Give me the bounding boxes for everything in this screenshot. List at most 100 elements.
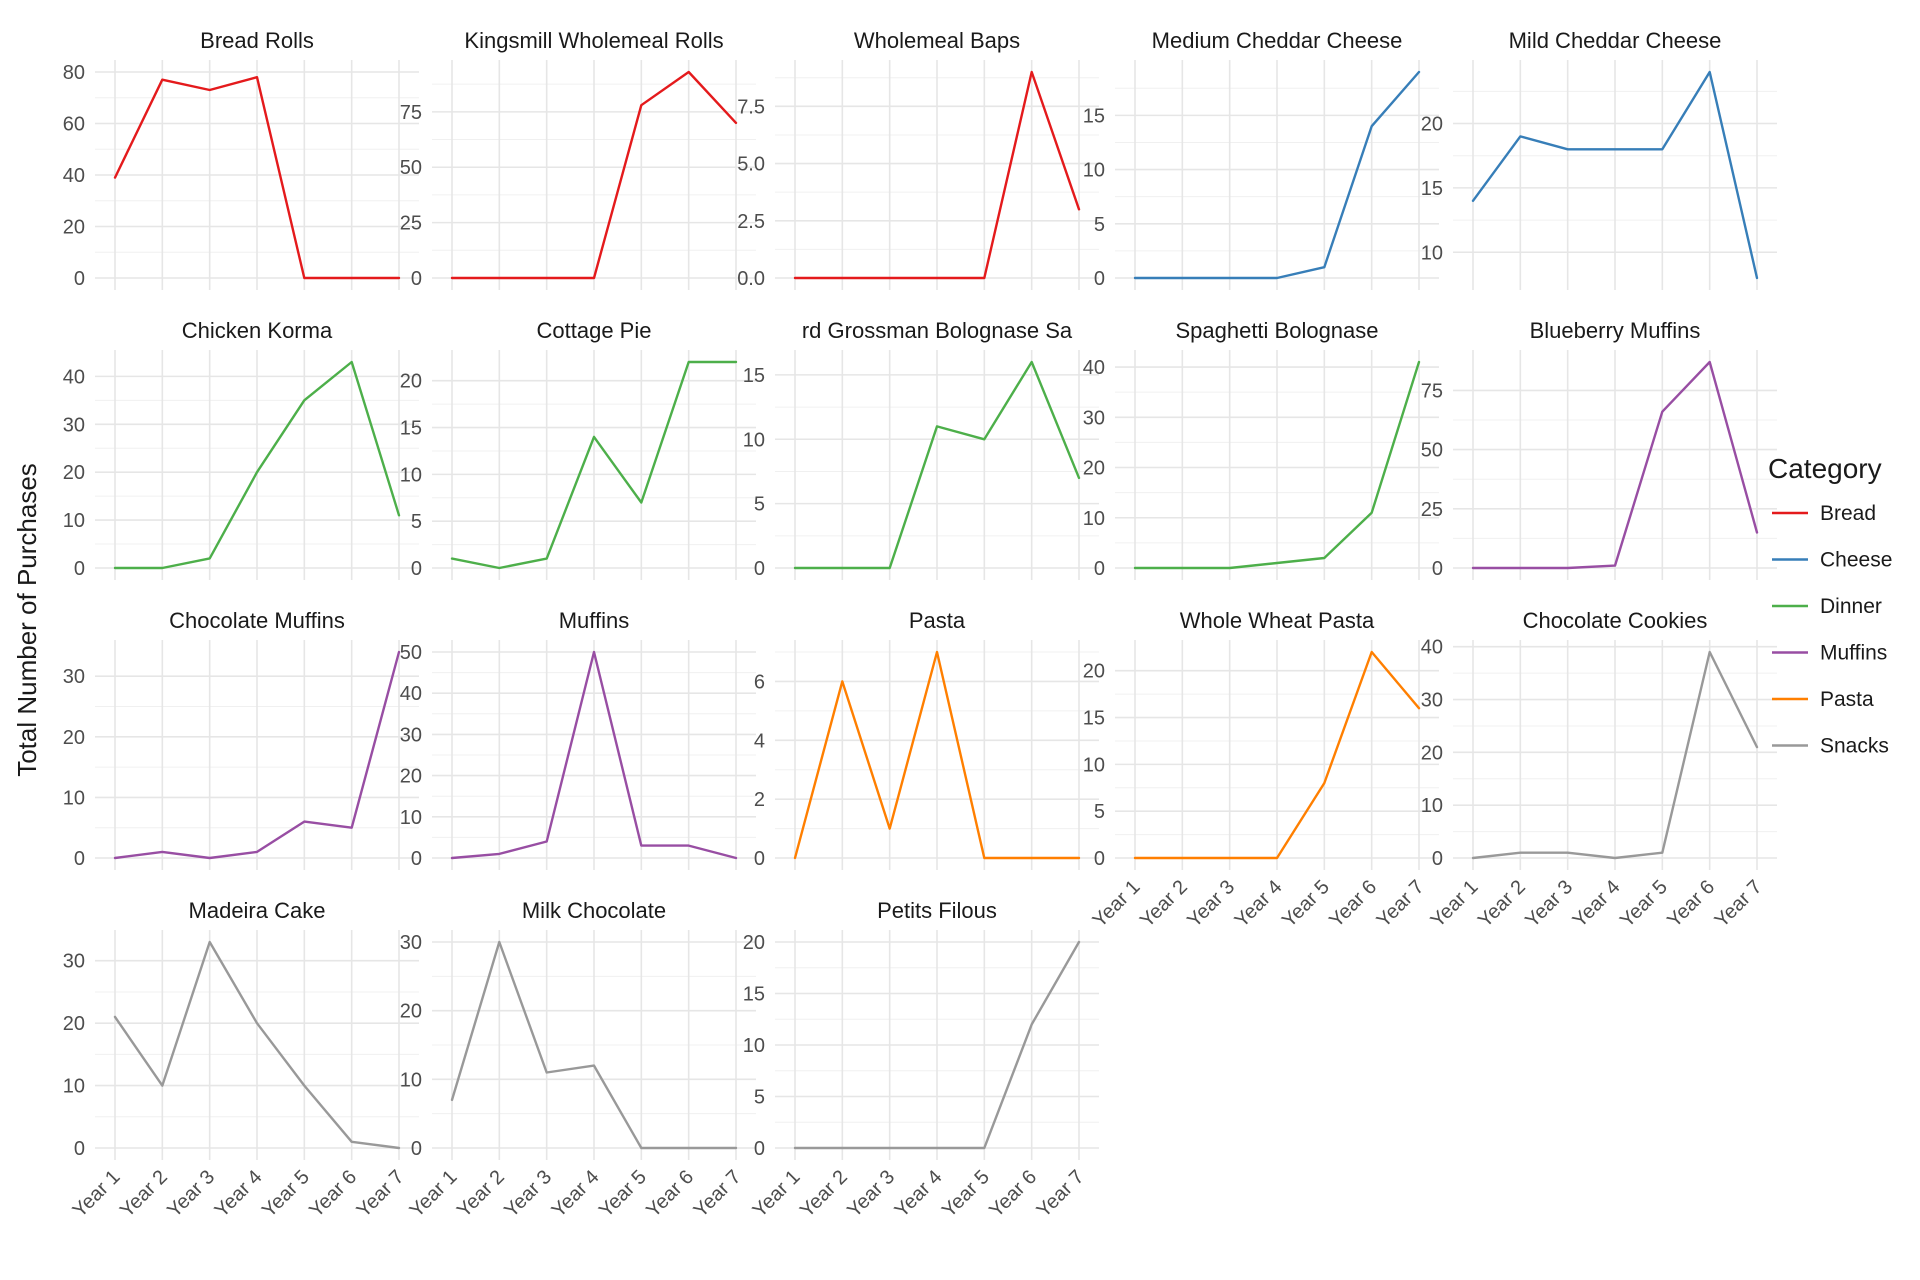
- y-tick-label: 5: [411, 511, 422, 533]
- y-tick-label: 60: [63, 114, 85, 136]
- y-tick-label: 10: [743, 1035, 765, 1057]
- x-tick-label: Year 4: [548, 1166, 604, 1222]
- y-tick-label: 15: [1421, 178, 1443, 200]
- y-tick-label: 5.0: [737, 154, 765, 176]
- y-tick-label: 2.5: [737, 211, 765, 233]
- y-tick-label: 20: [743, 932, 765, 954]
- y-tick-label: 40: [1421, 637, 1443, 659]
- panel-title: Madeira Cake: [189, 898, 326, 923]
- y-tick-label: 15: [1083, 708, 1105, 730]
- panel-10: 0 25 50 75 Blueberry Muffins: [1421, 318, 1777, 580]
- y-tick-label: 20: [63, 1013, 85, 1035]
- y-tick-label: 20: [1083, 661, 1105, 683]
- x-tick-label: Year 2: [1136, 876, 1192, 932]
- x-tick-label: Year 6: [305, 1166, 361, 1222]
- panel-11: 0 10 20 30 Chocolate Muffins: [63, 608, 419, 870]
- panel-title: Kingsmill Wholemeal Rolls: [464, 28, 723, 53]
- y-tick-label: 0: [74, 1138, 85, 1160]
- y-tick-label: 20: [400, 766, 422, 788]
- panel-2: 0 25 50 75 Kingsmill Wholemeal Rolls: [400, 28, 756, 290]
- panel-5: 10 15 20 Mild Cheddar Cheese: [1421, 28, 1777, 290]
- y-tick-label: 0: [754, 558, 765, 580]
- y-tick-label: 10: [400, 807, 422, 829]
- y-tick-label: 0: [411, 558, 422, 580]
- y-tick-label: 15: [1083, 105, 1105, 127]
- x-tick-label: Year 6: [642, 1166, 698, 1222]
- series-line: [793, 650, 1081, 860]
- series-line: [793, 360, 1081, 570]
- y-tick-label: 5: [754, 1087, 765, 1109]
- y-tick-label: 40: [63, 366, 85, 388]
- panel-title: Mild Cheddar Cheese: [1509, 28, 1722, 53]
- y-tick-label: 20: [63, 462, 85, 484]
- x-tick-label: Year 5: [1616, 876, 1672, 932]
- legend-label-cheese: Cheese: [1820, 549, 1892, 572]
- panel-title: Blueberry Muffins: [1530, 318, 1701, 343]
- series-line: [450, 650, 738, 860]
- y-tick-label: 0: [411, 848, 422, 870]
- y-tick-label: 20: [1421, 742, 1443, 764]
- panel-title: Spaghetti Bolognase: [1175, 318, 1378, 343]
- y-tick-label: 10: [1083, 754, 1105, 776]
- x-tick-label: Year 2: [453, 1166, 509, 1222]
- y-tick-label: 30: [63, 414, 85, 436]
- x-tick-label: Year 4: [891, 1166, 947, 1222]
- x-tick-label: Year 3: [1183, 876, 1239, 932]
- x-tick-label: Year 1: [749, 1166, 805, 1222]
- y-tick-label: 5: [1094, 801, 1105, 823]
- panel-6: 0 10 20 30 40 Chicken Korma: [63, 318, 419, 580]
- x-tick-label: Year 4: [1231, 876, 1287, 932]
- x-tick-label: Year 6: [1663, 876, 1719, 932]
- y-tick-label: 30: [400, 932, 422, 954]
- x-tick-label: Year 1: [1089, 876, 1145, 932]
- y-tick-label: 30: [63, 666, 85, 688]
- x-tick-label: Year 4: [1569, 876, 1625, 932]
- x-tick-label: Year 5: [938, 1166, 994, 1222]
- panel-8: 0 5 10 15 rd Grossman Bolognase Sa: [743, 318, 1099, 580]
- series-line: [450, 940, 738, 1150]
- x-tick-label: Year 3: [163, 1166, 219, 1222]
- panel-12: 0 10 20 30 40 50 Muffins: [400, 608, 756, 870]
- x-tick-label: Year 7: [1033, 1166, 1089, 1222]
- panel-title: Wholemeal Baps: [854, 28, 1020, 53]
- y-tick-label: 10: [63, 1076, 85, 1098]
- y-tick-label: 25: [400, 213, 422, 235]
- panel-title: Whole Wheat Pasta: [1180, 608, 1375, 633]
- y-tick-label: 50: [1421, 440, 1443, 462]
- x-tick-label: Year 7: [1711, 876, 1767, 932]
- series-line: [113, 75, 401, 280]
- x-tick-label: Year 7: [353, 1166, 409, 1222]
- y-tick-label: 0: [1094, 848, 1105, 870]
- panel-13: 0 2 4 6 Pasta: [754, 608, 1099, 870]
- y-tick-label: 20: [400, 1001, 422, 1023]
- panel-title: rd Grossman Bolognase Sa: [802, 318, 1073, 343]
- y-tick-label: 15: [400, 418, 422, 440]
- y-tick-label: 75: [1421, 380, 1443, 402]
- y-tick-label: 30: [1421, 690, 1443, 712]
- y-tick-label: 10: [743, 429, 765, 451]
- panel-title: Muffins: [559, 608, 630, 633]
- y-tick-label: 20: [1083, 458, 1105, 480]
- legend-label-bread: Bread: [1820, 502, 1876, 525]
- series-line: [450, 360, 738, 570]
- y-tick-label: 30: [1083, 407, 1105, 429]
- series-line: [1471, 360, 1759, 570]
- y-tick-label: 50: [400, 642, 422, 664]
- series-line: [1471, 650, 1759, 860]
- y-tick-label: 0: [74, 268, 85, 290]
- y-tick-label: 10: [400, 464, 422, 486]
- series-line: [793, 70, 1081, 280]
- y-tick-label: 6: [754, 671, 765, 693]
- y-tick-label: 10: [1083, 508, 1105, 530]
- y-axis-title: Total Number of Purchases: [12, 463, 42, 777]
- panel-title: Chocolate Muffins: [169, 608, 345, 633]
- y-tick-label: 15: [743, 984, 765, 1006]
- series-line: [1133, 360, 1421, 570]
- x-tick-label: Year 2: [796, 1166, 852, 1222]
- x-tick-label: Year 2: [116, 1166, 172, 1222]
- y-tick-label: 0: [754, 1138, 765, 1160]
